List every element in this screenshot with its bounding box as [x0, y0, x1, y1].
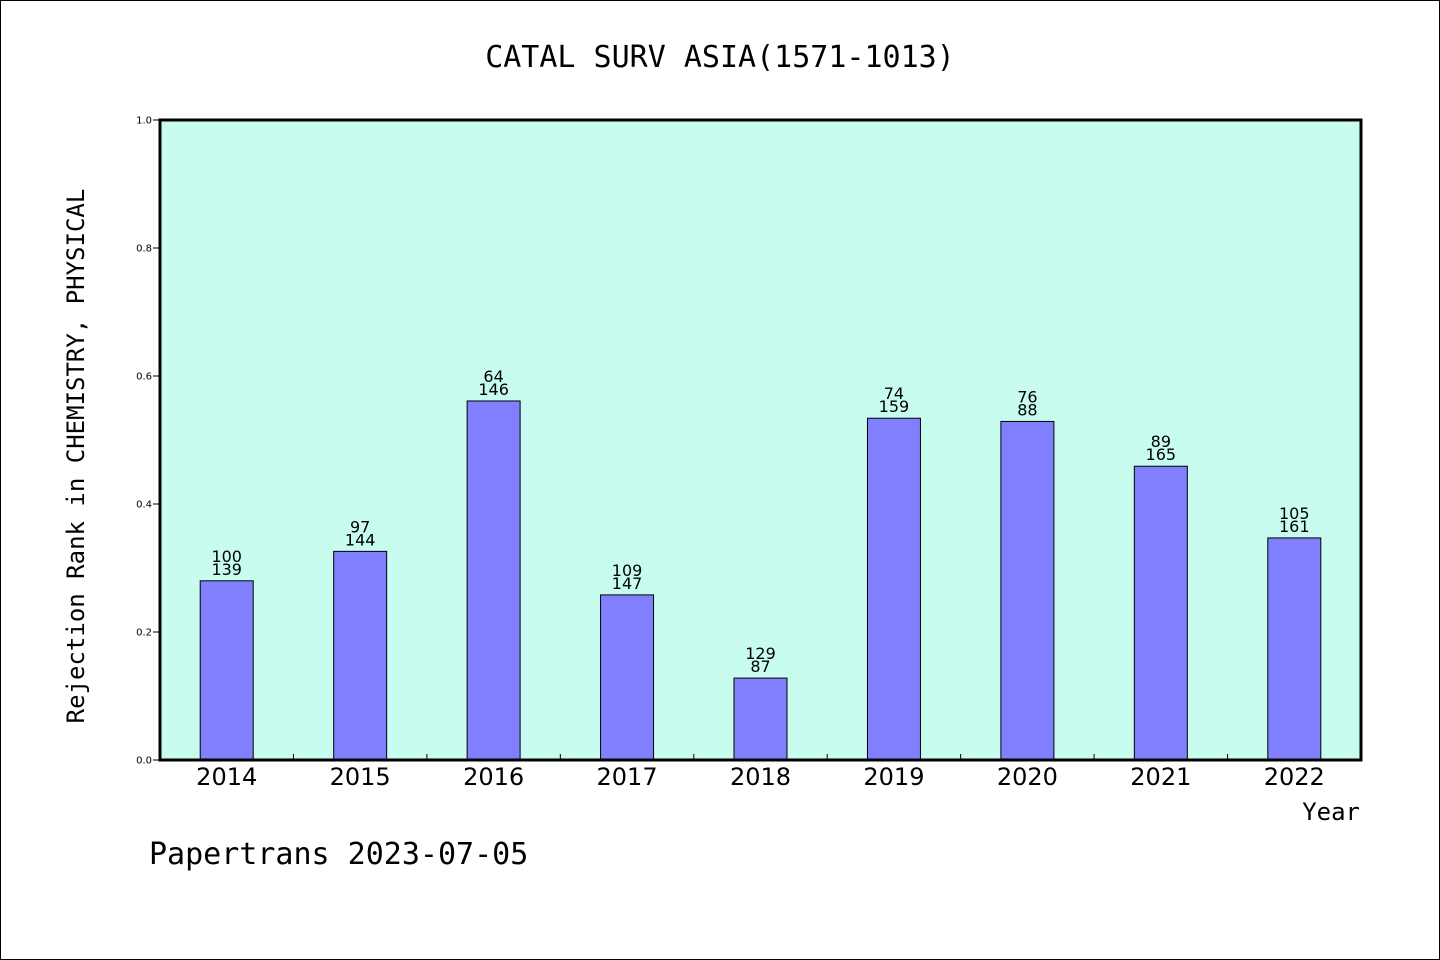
x-tick-label-2022: 2022: [1264, 763, 1325, 791]
bar-label-bottom-2019: 159: [879, 397, 910, 416]
bar-label-top-2014: 100: [211, 547, 242, 566]
x-tick-label-2018: 2018: [730, 763, 791, 791]
bar-label-bottom-2017: 147: [612, 574, 643, 593]
x-axis-label: Year: [1302, 798, 1360, 826]
bar-label-bottom-2014: 139: [211, 560, 242, 579]
y-tick-label-1.0: 1.0: [136, 116, 152, 127]
bar-2021: [1133, 465, 1188, 761]
bar-2018: [733, 677, 788, 761]
bar-label-bottom-2018: 87: [750, 657, 770, 676]
bar-label-bottom-2016: 146: [478, 380, 509, 399]
bar-label-top-2016: 64: [483, 367, 503, 386]
bars-layer: [199, 400, 1322, 761]
bar-label-bottom-2022: 161: [1279, 517, 1310, 536]
y-tick-label-0.8: 0.8: [136, 244, 152, 255]
y-tick-label-0.6: 0.6: [136, 372, 152, 383]
bar-2022: [1267, 537, 1322, 761]
x-tick-label-2020: 2020: [997, 763, 1058, 791]
data-labels-layer: 1001399714464146109147129877415976888916…: [211, 367, 1309, 676]
bar-label-top-2017: 109: [612, 561, 643, 580]
bar-2016: [466, 400, 521, 761]
bar-label-bottom-2015: 144: [345, 530, 376, 549]
x-tick-label-2016: 2016: [463, 763, 524, 791]
y-axis-label: Rejection Rank in CHEMISTRY, PHYSICAL: [62, 189, 90, 724]
x-tick-label-2021: 2021: [1130, 763, 1191, 791]
plot-border: [158, 118, 1363, 762]
y-tick-label-0.4: 0.4: [136, 500, 152, 511]
bar-label-top-2019: 74: [884, 384, 904, 403]
y-tick-label-0.0: 0.0: [136, 756, 152, 767]
bar-label-bottom-2020: 88: [1017, 400, 1037, 419]
bar-label-top-2022: 105: [1279, 504, 1310, 523]
bar-label-top-2015: 97: [350, 517, 370, 536]
bar-label-bottom-2021: 165: [1146, 445, 1177, 464]
x-tick-label-2015: 2015: [330, 763, 391, 791]
bar-2020: [1000, 420, 1055, 761]
chart-title: CATAL SURV ASIA(1571-1013): [485, 40, 955, 75]
bar-label-top-2021: 89: [1151, 432, 1171, 451]
footer-stamp: Papertrans 2023-07-05: [149, 837, 528, 872]
x-axis-ticks: 2014 2015 2016 2017 2018 2019 2020 2021 2022: [196, 754, 1325, 791]
y-tick-label-0.2: 0.2: [136, 628, 152, 639]
bar-2019: [866, 417, 921, 761]
bar-label-top-2018: 129: [745, 644, 776, 663]
bar-2017: [600, 594, 655, 761]
bar-2014: [199, 580, 254, 761]
x-tick-label-2017: 2017: [597, 763, 658, 791]
x-tick-label-2019: 2019: [863, 763, 924, 791]
bar-label-top-2020: 76: [1017, 387, 1037, 406]
bar-2015: [333, 550, 388, 761]
y-axis-ticks: 0.0 0.2 0.4 0.6 0.8 1.0: [136, 116, 160, 767]
x-tick-label-2014: 2014: [196, 763, 257, 791]
